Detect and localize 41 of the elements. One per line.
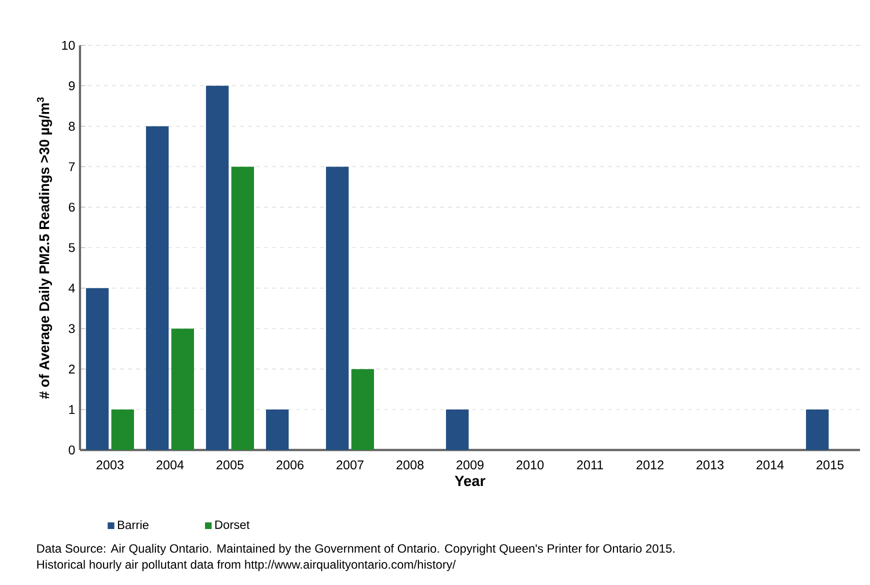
x-tick-label: 2005 — [216, 460, 244, 470]
x-tick-label: 2004 — [156, 460, 184, 470]
y-tick-label: 9 — [68, 81, 75, 90]
y-tick-label: 1 — [69, 405, 75, 414]
y-tick-label: 0 — [68, 446, 75, 454]
bar — [146, 126, 169, 450]
source-note: Data Source: Air Quality Ontario. Maintained by the Government of Ontario. Copyright Queen's Printer for Ontario 2015. — [37, 544, 674, 556]
x-tick-label: 2010 — [516, 460, 544, 470]
x-tick-label: 2003 — [96, 460, 124, 470]
x-tick-label: 2008 — [396, 460, 424, 470]
y-tick-label: 10 — [62, 40, 75, 50]
bar — [326, 166, 349, 450]
x-tick-label: 2015 — [816, 460, 844, 470]
y-tick-label: 8 — [68, 122, 75, 131]
bar — [86, 288, 109, 450]
y-tick-label: 7 — [68, 162, 75, 172]
y-tick-label: 4 — [68, 284, 75, 292]
bar — [806, 410, 829, 450]
bar — [231, 166, 254, 450]
bar — [206, 86, 229, 450]
y-tick-label: 5 — [68, 243, 75, 252]
x-tick-label: 2007 — [336, 460, 364, 470]
legend-label: Dorset — [215, 520, 250, 529]
x-tick-label: 2013 — [696, 460, 724, 470]
text: Historical hourly air pollutant data from http://www.airqualityontario.com/history/ — [37, 560, 456, 572]
bar — [446, 410, 469, 450]
legend-label: Barrie — [118, 520, 148, 530]
x-tick-label: 2012 — [636, 460, 664, 470]
bar — [171, 328, 194, 450]
bar — [351, 369, 374, 450]
x-tick-label: 2011 — [577, 460, 603, 470]
x-axis-title: Year — [454, 476, 486, 486]
bar — [266, 410, 289, 450]
x-tick-label: 2009 — [456, 460, 484, 470]
y-tick-label: 3 — [68, 324, 75, 334]
y-axis-title: # of Average Daily PM2.5 Readings >30 µg/m$^{3}$ — [36, 97, 52, 399]
x-tick-label: 2006 — [276, 460, 304, 470]
y-tick-label: 6 — [68, 202, 75, 212]
bar — [111, 410, 134, 450]
x-tick-label: 2014 — [756, 460, 784, 470]
y-tick-label: 2 — [68, 364, 75, 374]
